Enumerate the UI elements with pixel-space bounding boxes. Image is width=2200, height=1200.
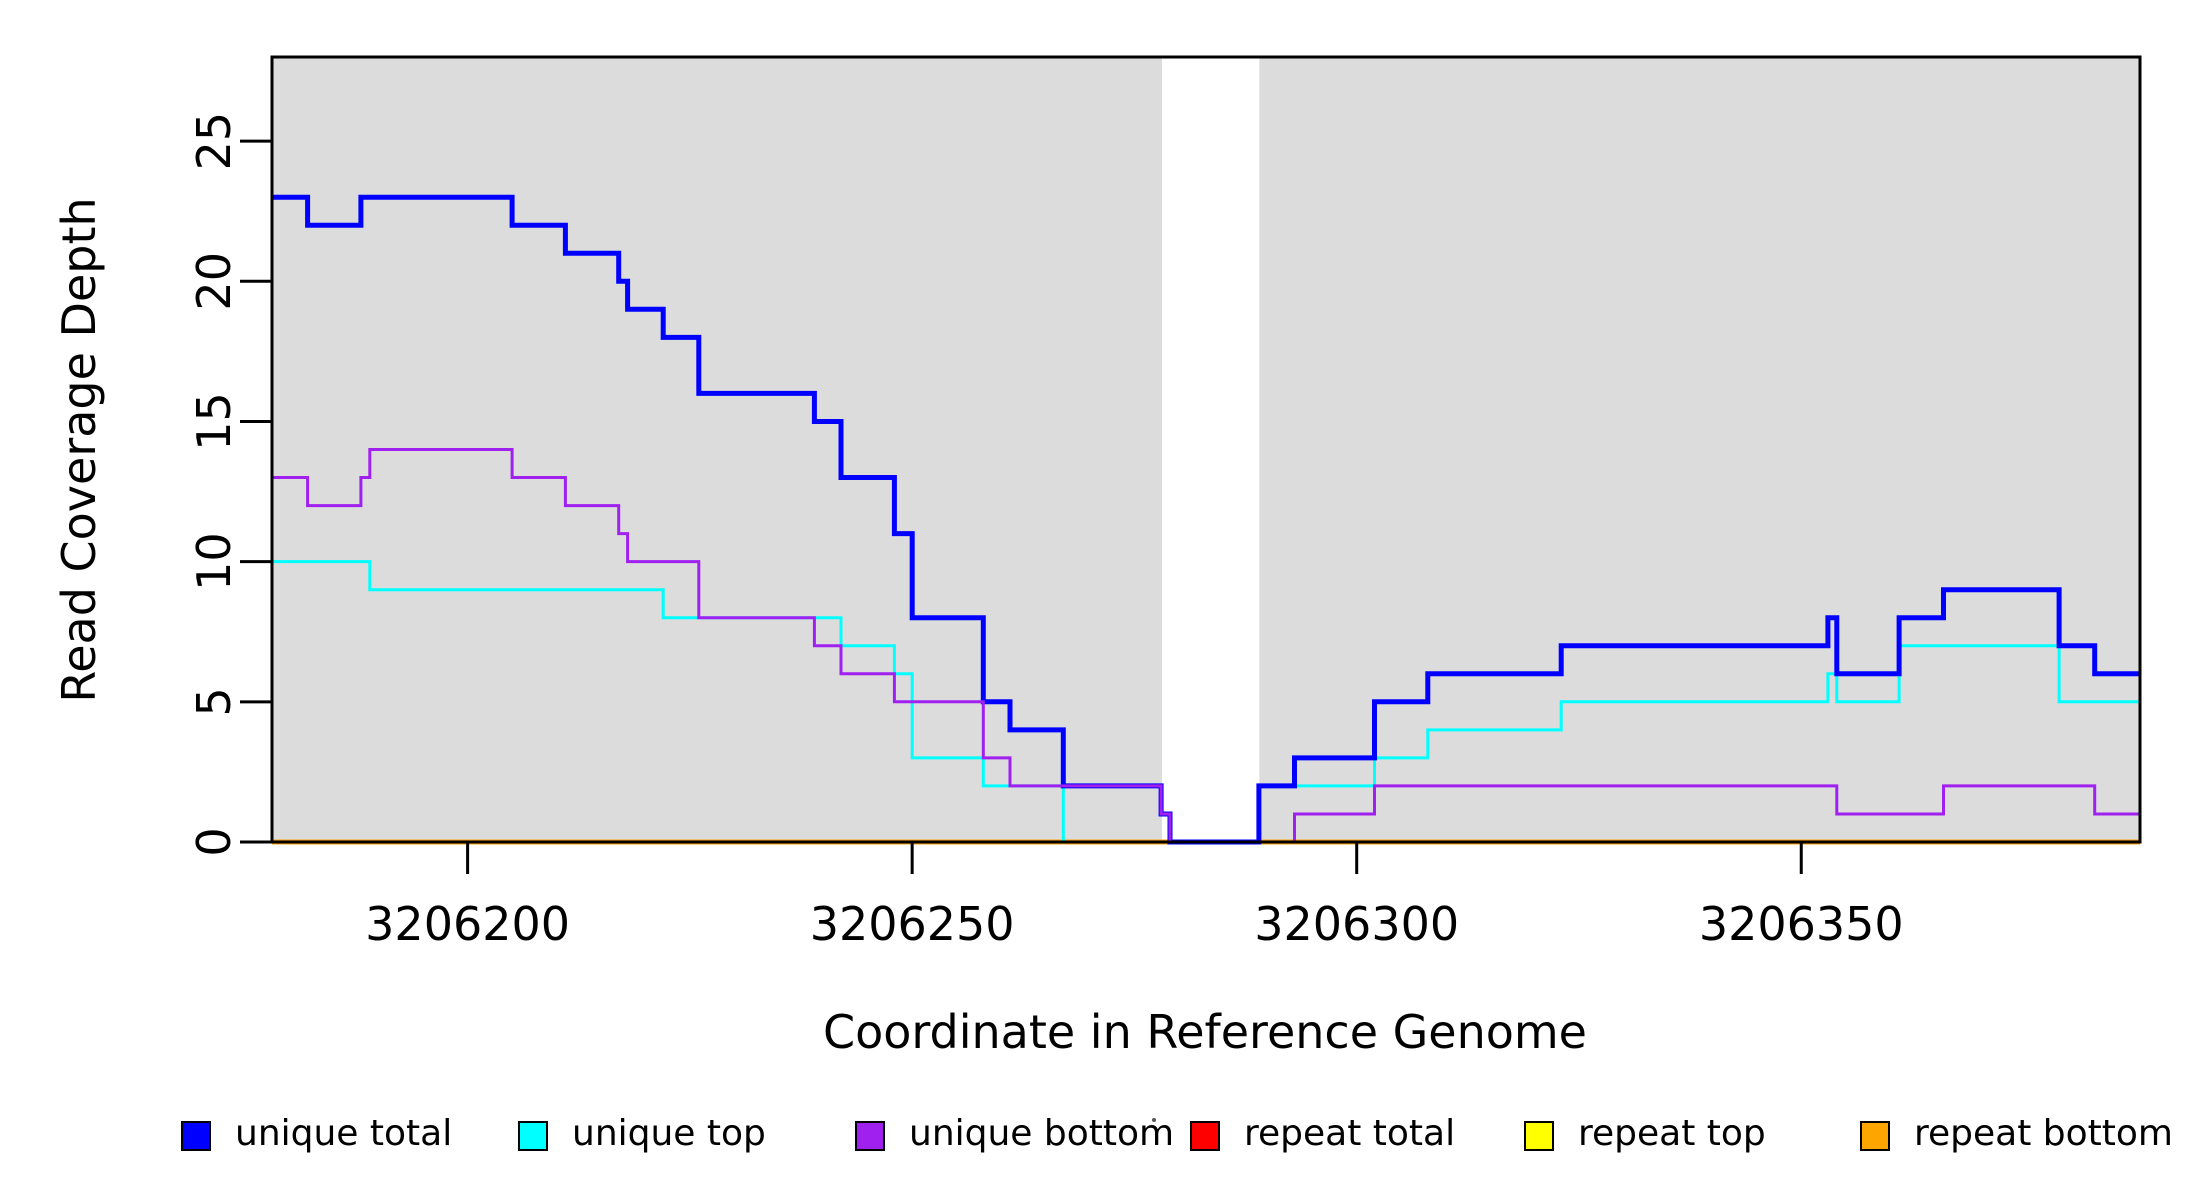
- x-tick-label: 3206350: [1699, 897, 1904, 951]
- y-axis-title: Read Coverage Depth: [52, 197, 106, 702]
- plot-border: [270, 55, 2142, 844]
- x-tick-label: 3206200: [365, 897, 570, 951]
- unique-region-right: [1259, 57, 2140, 842]
- shaded-bands: [272, 57, 2140, 842]
- y-axis-ticks: 0 5 10 15 20 25: [187, 112, 272, 857]
- y-tick-label: 20: [187, 252, 241, 311]
- series-line-unique-bottom: [272, 448, 2140, 844]
- x-axis-title: Coordinate in Reference Genome: [823, 1005, 1587, 1059]
- series-line-unique-total: [272, 194, 2140, 845]
- x-tick-label: 3206250: [810, 897, 1015, 951]
- y-tick-label: 0: [187, 827, 241, 856]
- x-tick-label: 3206300: [1254, 897, 1459, 951]
- y-tick-label: 5: [187, 687, 241, 716]
- y-tick-label: 25: [187, 112, 241, 171]
- y-tick-label: 15: [187, 392, 241, 451]
- x-axis-ticks: 3206200 3206250 3206300 3206350: [365, 842, 1904, 951]
- y-tick-label: 10: [187, 532, 241, 591]
- speck-artifact: [1152, 1118, 1156, 1122]
